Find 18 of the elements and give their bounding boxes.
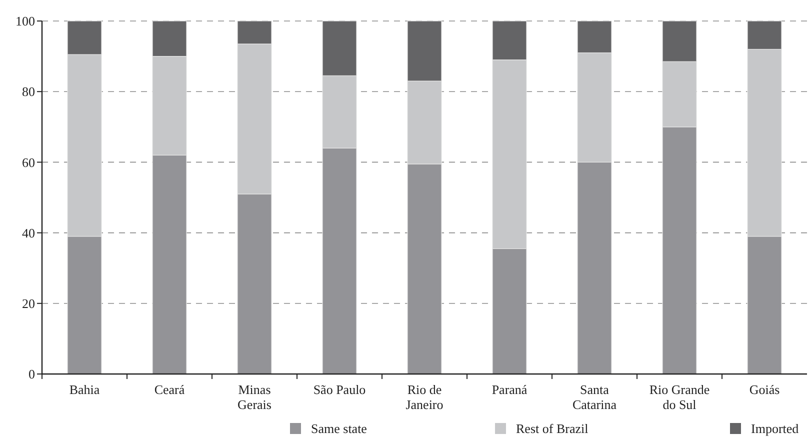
y-tick-label: 40 <box>22 225 35 240</box>
x-tick-label: Rio de Janeiro <box>406 382 444 412</box>
legend-label: Rest of Brazil <box>516 421 589 436</box>
legend-label: Imported <box>751 421 800 436</box>
y-tick-label: 60 <box>22 154 35 170</box>
y-tick-label: 0 <box>28 366 35 382</box>
x-tick-label: Minas Gerais <box>238 382 272 412</box>
x-tick-label: Rio Grande do Sul <box>649 382 710 412</box>
legend-label: Same state <box>311 421 368 436</box>
y-tick-label: 100 <box>16 14 35 29</box>
x-tick-label: Goiás <box>749 382 780 397</box>
x-tick-label: Santa Catarina <box>572 382 617 412</box>
y-tick-label: 80 <box>22 84 35 100</box>
x-tick-label: Ceará <box>154 382 185 397</box>
x-tick-label: Bahia <box>69 382 100 397</box>
x-tick-label: Paraná <box>492 382 528 397</box>
y-tick-label: 20 <box>22 296 35 311</box>
x-tick-label: São Paulo <box>313 382 366 397</box>
